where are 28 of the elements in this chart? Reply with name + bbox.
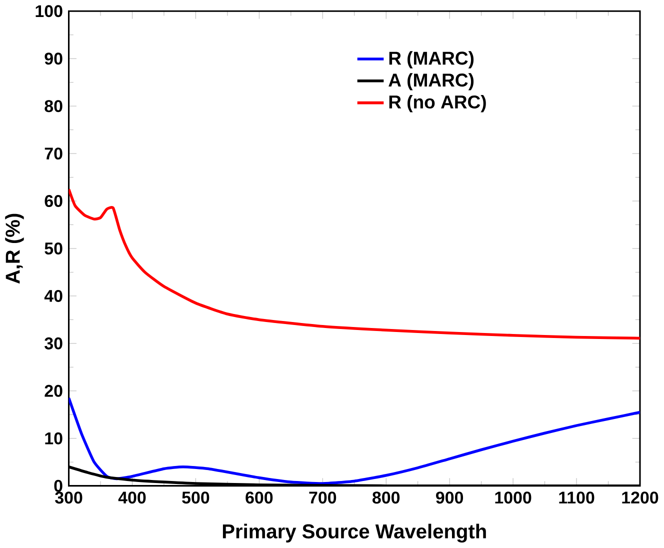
x-tick-label: 1100 bbox=[559, 492, 594, 504]
x-tick-label: 600 bbox=[246, 492, 273, 504]
y-tick-label: 0 bbox=[54, 480, 62, 492]
y-tick-label: 60 bbox=[44, 195, 62, 208]
x-tick-label: 300 bbox=[55, 492, 82, 504]
x-tick-label: 800 bbox=[372, 492, 400, 504]
y-tick-label: 10 bbox=[45, 432, 62, 445]
x-tick-label: 400 bbox=[118, 492, 146, 504]
y-tick-label: 100 bbox=[36, 5, 62, 18]
y-tick-label: 90 bbox=[44, 52, 62, 65]
legend-label: R (MARC) bbox=[389, 51, 474, 69]
x-axis-title: Primary Source Wavelength bbox=[222, 524, 486, 543]
x-tick-label: 1200 bbox=[622, 492, 658, 504]
line-series bbox=[68, 396, 640, 486]
line-series bbox=[68, 188, 640, 340]
x-tick-label: 1000 bbox=[495, 492, 532, 504]
y-tick-label: 40 bbox=[44, 290, 62, 302]
x-tick-label: 700 bbox=[309, 492, 336, 504]
y-tick-label: 20 bbox=[44, 385, 62, 398]
x-tick-label: 500 bbox=[182, 492, 210, 504]
y-axis-title: A,R (%) bbox=[5, 214, 24, 284]
legend-label: R (no ARC) bbox=[389, 95, 486, 112]
y-tick-label: 70 bbox=[44, 148, 62, 160]
y-tick-label: 30 bbox=[44, 338, 62, 350]
legend-label: A (MARC) bbox=[388, 73, 474, 90]
y-tick-label: 50 bbox=[44, 242, 62, 255]
x-tick-label: 900 bbox=[436, 492, 464, 504]
y-tick-label: 80 bbox=[44, 100, 62, 112]
